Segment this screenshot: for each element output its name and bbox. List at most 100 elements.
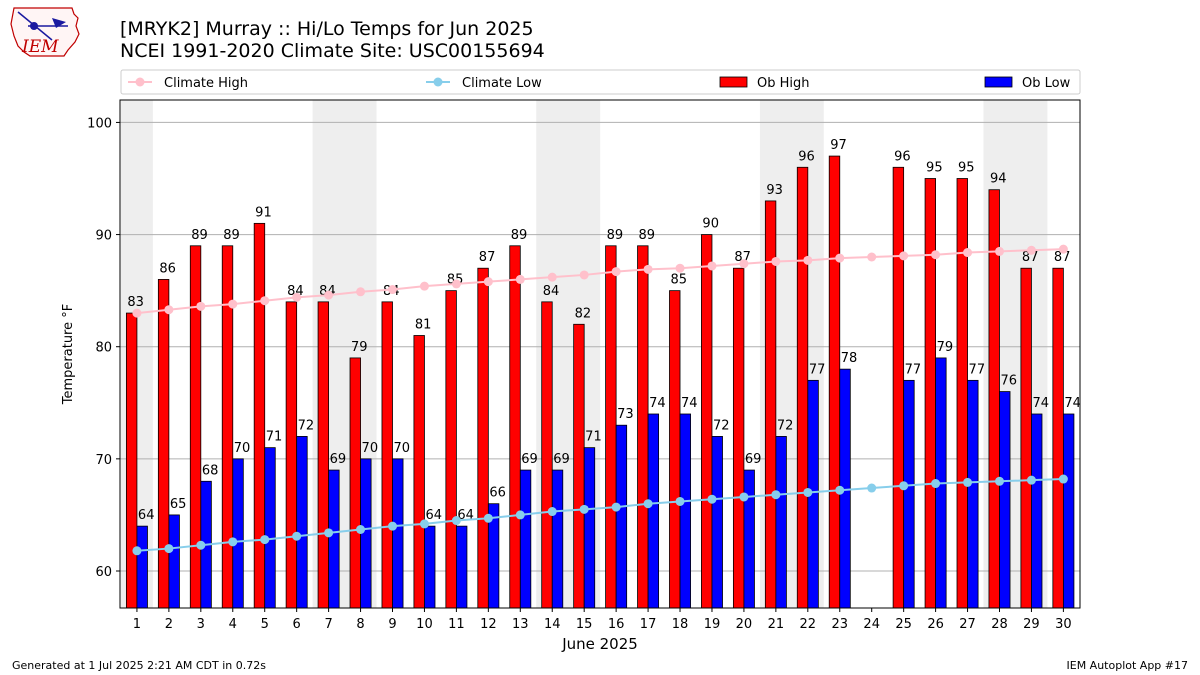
weekend-shade xyxy=(983,100,1048,608)
ob-low-label: 74 xyxy=(681,396,698,411)
climate-low-point xyxy=(515,510,525,520)
climate-low-point xyxy=(899,481,909,491)
ob-low-label: 72 xyxy=(713,418,730,433)
ob-high-bar xyxy=(285,301,298,609)
climate-low-point xyxy=(739,492,749,502)
weekend-shade xyxy=(759,100,824,608)
ob-low-label: 74 xyxy=(1032,396,1049,411)
ob-low-label: 66 xyxy=(489,486,506,501)
ob-high-bar xyxy=(1052,267,1064,609)
climate-high-point xyxy=(994,246,1004,256)
ob-low-bar xyxy=(232,458,244,609)
climate-high-point xyxy=(867,252,877,262)
ob-low-label: 64 xyxy=(457,508,474,523)
climate-high-point xyxy=(1026,245,1036,255)
ob-high-label: 87 xyxy=(1022,250,1039,265)
ob-low-bar xyxy=(839,368,851,609)
ob-low-bar xyxy=(967,379,979,609)
ob-high-bar xyxy=(796,166,809,609)
ob-high-label: 85 xyxy=(670,273,687,288)
climate-high-line xyxy=(136,248,1064,315)
y-axis-label: Temperature °F xyxy=(61,304,76,405)
climate-low-point xyxy=(643,499,653,509)
climate-high-point xyxy=(292,292,302,302)
ob-high-bar xyxy=(924,178,937,609)
climate-high-point xyxy=(132,308,142,318)
climate-high-point xyxy=(196,301,206,311)
iem-logo: IEM xyxy=(10,7,80,57)
climate-high-point xyxy=(483,277,493,287)
climate-low-point xyxy=(675,496,685,506)
legend-climate-low-label: Climate Low xyxy=(462,76,542,91)
x-tick-label: 20 xyxy=(736,617,753,632)
ob-high-bar xyxy=(573,323,585,609)
climate-low-point xyxy=(451,516,461,526)
climate-high-point xyxy=(739,259,749,269)
climate-high-point xyxy=(803,255,813,265)
climate-low-point xyxy=(994,476,1004,486)
ob-low-label: 77 xyxy=(905,362,922,377)
ob-high-bar xyxy=(413,335,425,609)
climate-high-point xyxy=(388,285,398,295)
ob-low-label: 70 xyxy=(394,441,411,456)
legend-ob-high-label: Ob High xyxy=(757,76,810,91)
x-tick-label: 5 xyxy=(261,617,269,632)
ob-low-bar xyxy=(1062,413,1075,609)
ob-low-bar xyxy=(392,458,404,609)
ob-high-label: 96 xyxy=(798,149,815,164)
ob-high-label: 83 xyxy=(127,295,144,310)
climate-low-point xyxy=(324,528,334,538)
climate-high-point xyxy=(835,253,845,263)
ob-high-bar xyxy=(637,245,649,609)
x-tick-label: 29 xyxy=(1023,617,1040,632)
ob-low-bar xyxy=(775,436,787,609)
climate-low-point xyxy=(579,504,589,514)
ob-high-label: 89 xyxy=(607,228,624,243)
climate-high-point xyxy=(228,299,238,309)
ob-low-bar xyxy=(136,525,148,609)
ob-low-bar xyxy=(583,447,596,609)
ob-high-label: 89 xyxy=(191,228,208,243)
ob-low-label: 69 xyxy=(553,452,570,467)
ob-low-label: 74 xyxy=(1064,396,1081,411)
climate-high-point xyxy=(931,250,941,260)
ob-high-bar xyxy=(349,357,361,609)
ob-high-bar xyxy=(253,222,266,609)
climate-high-point xyxy=(675,263,685,273)
climate-low-point xyxy=(132,546,142,556)
ob-high-bar xyxy=(157,279,170,609)
ob-high-label: 96 xyxy=(894,149,911,164)
x-tick-label: 13 xyxy=(512,617,529,632)
x-tick-label: 8 xyxy=(356,617,364,632)
ob-high-label: 79 xyxy=(351,340,368,355)
ob-low-label: 71 xyxy=(266,430,283,445)
ob-low-label: 71 xyxy=(585,430,602,445)
ob-low-bar xyxy=(807,379,819,609)
ob-low-bar xyxy=(999,391,1011,609)
climate-low-point xyxy=(867,483,877,493)
climate-high-point xyxy=(356,287,366,297)
ob-low-label: 70 xyxy=(362,441,379,456)
x-tick-label: 10 xyxy=(416,617,433,632)
ob-high-label: 81 xyxy=(415,317,432,332)
ob-high-bar xyxy=(764,200,777,609)
ob-low-bar xyxy=(679,413,691,609)
ob-high-label: 84 xyxy=(287,284,304,299)
x-tick-label: 11 xyxy=(448,617,465,632)
x-tick-label: 1 xyxy=(133,617,141,632)
ob-high-bar xyxy=(956,178,968,609)
ob-high-label: 89 xyxy=(223,228,240,243)
ob-low-label: 77 xyxy=(969,362,986,377)
climate-low-point xyxy=(963,477,973,487)
ob-high-bar xyxy=(125,312,138,609)
climate-high-point xyxy=(260,296,270,306)
x-tick-label: 3 xyxy=(197,617,205,632)
ob-high-label: 87 xyxy=(1054,250,1071,265)
legend-ob-high-swatch xyxy=(719,76,748,88)
climate-low-point xyxy=(547,507,557,517)
ob-low-bar xyxy=(647,413,660,609)
x-tick-label: 16 xyxy=(608,617,625,632)
x-tick-label: 18 xyxy=(672,617,689,632)
x-tick-label: 24 xyxy=(863,617,880,632)
ob-high-bar xyxy=(732,267,745,609)
